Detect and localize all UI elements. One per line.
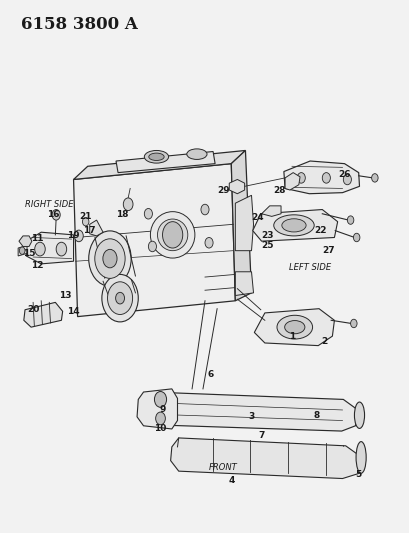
Circle shape [371,174,377,182]
Text: LEFT SIDE: LEFT SIDE [288,263,330,272]
Circle shape [155,412,165,425]
Text: FRONT: FRONT [208,464,237,472]
Text: 26: 26 [337,169,350,179]
Polygon shape [18,245,27,256]
Ellipse shape [103,249,117,268]
Circle shape [346,216,353,224]
Ellipse shape [88,231,131,286]
Text: 21: 21 [79,212,92,221]
Text: 5: 5 [355,470,361,479]
Polygon shape [284,173,299,190]
Polygon shape [116,151,215,173]
Polygon shape [235,272,253,295]
Text: 1: 1 [288,332,294,341]
Ellipse shape [157,219,187,251]
Text: 23: 23 [261,231,273,240]
Text: 16: 16 [47,211,59,219]
Ellipse shape [273,215,313,236]
Circle shape [82,217,89,226]
Circle shape [144,208,152,219]
Polygon shape [252,209,337,241]
Text: 11: 11 [31,233,43,243]
Polygon shape [142,392,357,431]
Circle shape [342,174,351,185]
Circle shape [123,198,133,211]
Polygon shape [170,438,361,479]
Circle shape [350,319,356,328]
Circle shape [200,204,209,215]
Text: 13: 13 [59,291,72,300]
Polygon shape [90,220,103,236]
Circle shape [162,222,182,248]
Text: 8: 8 [312,411,319,420]
Text: 2: 2 [320,337,327,346]
Ellipse shape [94,239,125,278]
Circle shape [297,173,305,183]
Text: 19: 19 [67,231,80,240]
Ellipse shape [115,292,124,304]
Text: 28: 28 [273,185,285,195]
Polygon shape [235,195,253,251]
Text: 9: 9 [159,406,165,415]
Circle shape [154,392,166,407]
Text: 12: 12 [31,261,43,270]
Circle shape [204,238,213,248]
Text: 7: 7 [258,431,264,440]
Text: 20: 20 [27,305,39,314]
Text: RIGHT SIDE: RIGHT SIDE [25,200,73,209]
Ellipse shape [276,316,312,339]
Polygon shape [19,236,32,246]
Polygon shape [73,164,235,317]
Circle shape [74,230,83,241]
Polygon shape [261,206,280,216]
Ellipse shape [150,212,194,258]
Text: 10: 10 [154,424,166,433]
Ellipse shape [187,149,207,159]
Text: 24: 24 [251,214,263,222]
Circle shape [52,209,60,220]
Ellipse shape [107,282,132,314]
Text: 22: 22 [313,226,326,235]
Text: 18: 18 [116,211,128,219]
Text: 3: 3 [248,413,254,421]
Ellipse shape [144,150,168,163]
Polygon shape [73,150,245,180]
Circle shape [35,242,45,256]
Ellipse shape [284,320,304,334]
Polygon shape [26,232,73,264]
Polygon shape [229,180,244,193]
Text: 6: 6 [207,370,213,379]
Circle shape [19,247,25,254]
Text: 4: 4 [227,475,234,484]
Polygon shape [137,389,177,429]
Text: 15: 15 [23,249,35,258]
Ellipse shape [353,402,364,429]
Polygon shape [283,161,359,193]
Text: 17: 17 [83,226,96,235]
Circle shape [56,242,67,256]
Ellipse shape [281,219,306,232]
Text: 14: 14 [67,307,80,316]
Ellipse shape [148,153,164,160]
Text: 29: 29 [216,185,229,195]
Circle shape [321,173,330,183]
Text: 27: 27 [321,246,334,255]
Polygon shape [231,150,251,301]
Text: 25: 25 [261,241,273,250]
Polygon shape [24,302,63,327]
Ellipse shape [101,274,138,322]
Circle shape [353,233,359,241]
Polygon shape [254,309,334,345]
Ellipse shape [355,442,365,473]
Circle shape [148,241,156,252]
Text: 6158 3800 A: 6158 3800 A [21,16,137,33]
